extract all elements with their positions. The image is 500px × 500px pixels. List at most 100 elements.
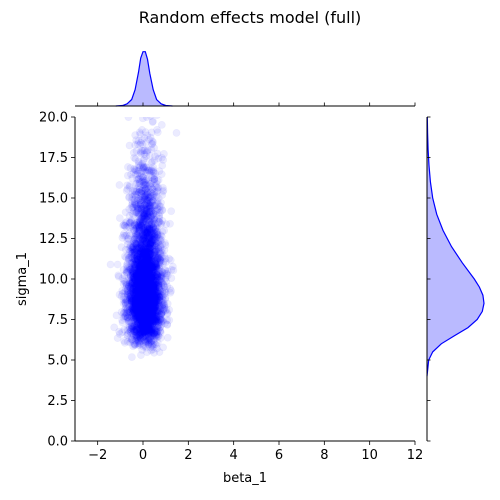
scatter-point: [145, 107, 152, 114]
y-tick-label: 0.0: [47, 435, 68, 450]
scatter-point: [140, 178, 148, 186]
scatter-point: [147, 255, 156, 264]
scatter-point: [133, 317, 142, 326]
scatter-point: [150, 201, 159, 210]
scatter-point: [149, 284, 158, 292]
scatter-point: [142, 321, 151, 330]
scatter-point: [137, 313, 146, 322]
scatter-point: [156, 219, 165, 228]
scatter-point: [141, 245, 150, 254]
scatter-point: [155, 217, 164, 226]
scatter-point: [159, 155, 168, 164]
scatter-point: [142, 308, 151, 317]
scatter-point: [165, 316, 174, 325]
scatter-point: [135, 285, 143, 293]
scatter-point: [142, 331, 151, 340]
scatter-point: [143, 301, 152, 309]
scatter-point: [147, 281, 156, 290]
scatter-point: [141, 280, 149, 289]
scatter-point: [131, 274, 140, 283]
scatter-point: [148, 294, 157, 303]
scatter-point: [148, 214, 157, 223]
scatter-point: [153, 117, 161, 119]
scatter-point: [134, 310, 143, 319]
scatter-point: [147, 291, 156, 299]
scatter-point: [134, 337, 143, 345]
scatter-point: [129, 224, 138, 233]
scatter-point: [131, 271, 140, 280]
scatter-point: [149, 276, 158, 285]
scatter-point: [142, 318, 151, 327]
scatter-point: [136, 169, 145, 178]
scatter-point: [147, 263, 156, 271]
scatter-point: [139, 276, 148, 285]
scatter-point: [137, 204, 146, 213]
scatter-point: [134, 300, 143, 309]
scatter-point: [143, 287, 151, 296]
scatter-point: [135, 313, 144, 322]
scatter-point: [138, 252, 147, 261]
scatter-point: [142, 180, 150, 189]
scatter-point: [128, 283, 136, 292]
scatter-point: [153, 265, 162, 274]
scatter-point: [141, 331, 150, 340]
scatter-point: [142, 294, 151, 303]
scatter-point: [146, 232, 154, 241]
scatter-point: [134, 281, 143, 290]
scatter-point: [144, 317, 152, 326]
scatter-point: [127, 353, 136, 361]
scatter-point: [142, 256, 151, 264]
scatter-point: [143, 285, 151, 294]
scatter-point: [152, 308, 161, 316]
scatter-point: [144, 326, 153, 334]
scatter-point: [140, 265, 149, 274]
x-axis-label: beta_1: [223, 471, 267, 486]
scatter-point: [125, 303, 134, 312]
scatter-point: [143, 148, 151, 157]
scatter-point: [141, 298, 150, 307]
scatter-point: [154, 318, 163, 327]
scatter-point: [137, 248, 146, 257]
scatter-point: [156, 290, 165, 298]
scatter-point: [155, 212, 164, 221]
scatter-point: [119, 221, 127, 230]
scatter-point: [124, 117, 133, 121]
scatter-point: [153, 227, 162, 236]
scatter-point: [132, 300, 141, 309]
scatter-point: [128, 199, 137, 208]
scatter-point: [150, 231, 159, 240]
scatter-point: [132, 285, 140, 294]
scatter-point: [143, 222, 152, 231]
scatter-point: [142, 298, 151, 307]
scatter-point: [145, 284, 154, 293]
scatter-point: [150, 317, 159, 326]
scatter-point: [149, 309, 158, 318]
scatter-point: [144, 288, 153, 297]
scatter-point: [144, 300, 153, 308]
scatter-point: [172, 128, 181, 137]
scatter-point: [140, 207, 149, 216]
scatter-point: [148, 230, 157, 239]
scatter-point: [132, 255, 140, 264]
scatter-point: [148, 315, 157, 324]
scatter-point: [137, 317, 146, 326]
scatter-point: [130, 292, 139, 301]
scatter-point: [142, 310, 151, 319]
scatter-point: [134, 306, 143, 315]
scatter-point: [146, 296, 155, 305]
scatter-point: [135, 223, 144, 231]
scatter-point: [131, 332, 140, 340]
scatter-point: [146, 293, 155, 302]
scatter-point: [140, 287, 149, 296]
scatter-point: [119, 279, 128, 288]
scatter-point: [138, 286, 147, 295]
scatter-point: [154, 275, 163, 284]
scatter-point: [130, 321, 139, 330]
scatter-point: [135, 179, 144, 187]
scatter-point: [151, 283, 160, 292]
scatter-point: [139, 267, 147, 276]
scatter-point: [148, 295, 156, 304]
scatter-point: [130, 311, 139, 320]
scatter-point: [145, 292, 154, 301]
scatter-point: [139, 290, 148, 299]
